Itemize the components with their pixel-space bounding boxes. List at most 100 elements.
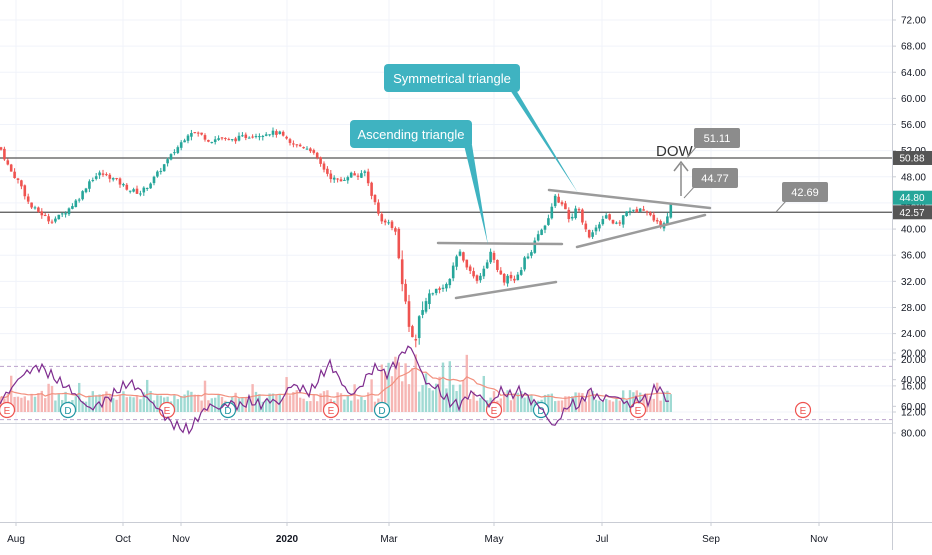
candle (632, 209, 635, 213)
candle (145, 187, 149, 191)
label-51-11[interactable]: 51.11 (685, 128, 740, 160)
dow-arrow[interactable] (673, 160, 689, 196)
candle (496, 259, 499, 273)
volume-bar (571, 396, 574, 412)
candle (0, 146, 3, 151)
candle (598, 221, 601, 232)
candle (645, 210, 649, 216)
candle (356, 173, 360, 181)
volume-bar (503, 392, 506, 412)
volume-bar (50, 385, 54, 412)
volume-bar (288, 395, 292, 412)
candle (451, 262, 455, 282)
volume-bar (350, 400, 353, 412)
dividend-marker[interactable]: D (373, 401, 391, 419)
volume-bar (424, 373, 428, 412)
candle (91, 177, 95, 183)
candle (567, 207, 571, 223)
earnings-marker[interactable]: E (322, 401, 340, 419)
volume-bar (605, 398, 608, 412)
rsi-tick-label: 80.00 (901, 429, 926, 440)
time-tick-label: May (485, 534, 504, 545)
earnings-marker[interactable]: E (629, 401, 647, 419)
candle (295, 144, 299, 148)
candle (458, 249, 462, 257)
time-axis[interactable]: Aug Oct Nov 2020 Mar May Jul Sep Nov (0, 522, 932, 545)
candle (421, 301, 424, 319)
volume-bar (499, 398, 502, 412)
label-42-69[interactable]: 42.69 (775, 182, 828, 213)
price-tick-label: 72.00 (901, 16, 926, 27)
svg-text:E: E (635, 406, 642, 417)
volume-bar (577, 392, 581, 412)
candle (669, 202, 673, 219)
candle (584, 220, 588, 233)
volume-bar (261, 401, 264, 412)
time-tick-label: Aug (7, 534, 25, 545)
candle (414, 334, 418, 348)
volume-bar (190, 391, 193, 412)
candle (135, 185, 139, 194)
time-tick-label: Jul (596, 534, 609, 545)
candle (322, 161, 326, 173)
svg-text:Ascending triangle: Ascending triangle (358, 127, 465, 142)
candle (387, 219, 390, 225)
svg-text:E: E (328, 406, 335, 417)
volume-bar (550, 393, 553, 412)
candle (275, 129, 278, 138)
candle (312, 148, 316, 155)
candle (122, 182, 125, 187)
volume-bar (618, 400, 621, 412)
callout-symmetrical-triangle[interactable]: Symmetrical triangle (384, 64, 578, 193)
candle (533, 237, 537, 254)
price-box-42-57: 42.57 (893, 205, 932, 220)
price-tick-label: 60.00 (901, 94, 926, 105)
volume-bar (132, 397, 135, 412)
volume-bar (554, 401, 557, 412)
candle (557, 193, 560, 204)
volume-bar (472, 391, 475, 412)
volume-bar (390, 376, 394, 412)
dividend-marker[interactable]: D (219, 401, 237, 419)
svg-text:44.77: 44.77 (701, 173, 729, 185)
volume-bar (319, 393, 322, 412)
volume-bar (176, 399, 179, 412)
dividend-marker[interactable]: D (59, 401, 77, 419)
candle (285, 135, 288, 140)
candle (268, 134, 271, 137)
candle (346, 175, 350, 184)
volume-bar (10, 375, 13, 412)
volume-bar (285, 377, 288, 412)
candle (652, 212, 656, 223)
candle (241, 132, 244, 137)
candle (101, 169, 105, 177)
volume-bar (418, 391, 421, 412)
candle (642, 205, 645, 211)
earnings-marker[interactable]: E (485, 401, 503, 419)
dividend-marker[interactable]: D (532, 401, 550, 419)
callout-ascending-triangle[interactable]: Ascending triangle (350, 120, 488, 245)
candle (366, 168, 370, 187)
candle (400, 250, 404, 292)
trendlines[interactable] (436, 188, 712, 300)
earnings-marker[interactable]: E (794, 401, 812, 419)
ascending-triangle-bottom (454, 280, 558, 300)
volume-bar (16, 396, 20, 412)
label-44-77[interactable]: 44.77 (683, 168, 738, 199)
volume-bar (299, 397, 302, 412)
candle (166, 157, 169, 167)
volume-bar (108, 394, 111, 412)
earnings-marker[interactable]: E (0, 401, 16, 419)
candlestick-series (0, 127, 673, 348)
candle (149, 182, 152, 189)
candle (465, 259, 469, 270)
candle (50, 219, 54, 225)
candle (57, 214, 61, 220)
rsi-axis[interactable]: 80.00 60.00 40.00 20.00 (892, 349, 926, 440)
candle (196, 131, 200, 137)
volume-bar (135, 395, 139, 412)
volume-bar (384, 371, 387, 412)
volume-bar (523, 397, 526, 412)
volume-bar (367, 392, 370, 412)
